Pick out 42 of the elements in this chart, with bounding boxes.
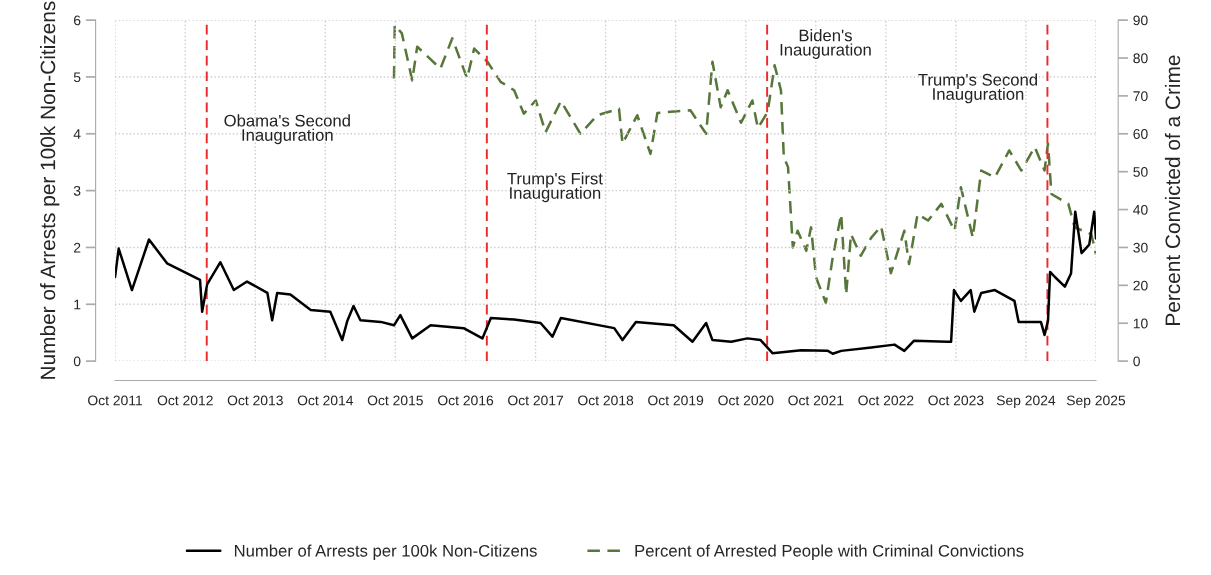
y2-tick-label: 90 <box>1133 15 1148 26</box>
line-series <box>392 23 1096 305</box>
x-tick-label: Oct 2019 <box>648 395 704 406</box>
y-axis-title: Number of Arrests per 100k Non-Citizens <box>39 1 60 379</box>
y-tick-label: 0 <box>73 356 81 367</box>
y2-tick-label: 0 <box>1133 356 1140 367</box>
ref-line-label: Trump's Second Inauguration <box>918 73 1037 104</box>
y2-tick-label: 80 <box>1133 53 1148 64</box>
y2-tick-label: 60 <box>1133 129 1148 139</box>
x-tick-label: Oct 2016 <box>438 395 494 406</box>
legend-label: Percent of Arrested People with Criminal Convictions <box>635 544 1024 560</box>
y2-axis-title: Percent Convicted of a Crime <box>1164 55 1181 325</box>
x-tick-label: Oct 2015 <box>367 395 423 406</box>
y-tick-label: 2 <box>73 242 81 253</box>
ref-line-label: Trump's First Inauguration <box>507 172 603 203</box>
x-tick-label: Oct 2014 <box>297 395 354 406</box>
x-tick-label: Oct 2013 <box>227 395 283 406</box>
y2-tick-label: 30 <box>1133 242 1148 253</box>
y-tick-label: 5 <box>73 72 81 83</box>
x-tick-label: Oct 2020 <box>718 395 774 406</box>
y2-tick-label: 40 <box>1133 204 1148 215</box>
x-tick-label: Sep 2024 <box>996 395 1056 409</box>
x-tick-label: Oct 2012 <box>157 395 213 406</box>
x-tick-label: Oct 2021 <box>788 395 844 406</box>
x-tick-label: Oct 2011 <box>88 395 143 406</box>
y-tick-label: 6 <box>74 15 81 26</box>
x-tick-label: Sep 2025 <box>1066 395 1126 409</box>
y2-tick-label: 50 <box>1133 167 1148 177</box>
x-tick-label: Oct 2018 <box>578 395 634 406</box>
y-tick-label: 1 <box>74 299 81 310</box>
ref-line-label: Biden's Inauguration <box>780 29 871 59</box>
y-tick-label: 3 <box>73 185 81 196</box>
y-tick-label: 4 <box>73 129 81 139</box>
y2-tick-label: 20 <box>1133 280 1148 291</box>
x-tick-label: Oct 2022 <box>858 395 914 406</box>
x-tick-label: Oct 2017 <box>508 395 564 406</box>
ref-line-label: Obama's Second Inauguration <box>224 114 350 145</box>
y2-tick-label: 10 <box>1133 318 1148 329</box>
x-tick-label: Oct 2023 <box>928 395 984 406</box>
legend-label: Number of Arrests per 100k Non-Citizens <box>234 544 537 560</box>
line-series <box>115 210 1096 355</box>
y2-tick-label: 70 <box>1133 91 1148 102</box>
